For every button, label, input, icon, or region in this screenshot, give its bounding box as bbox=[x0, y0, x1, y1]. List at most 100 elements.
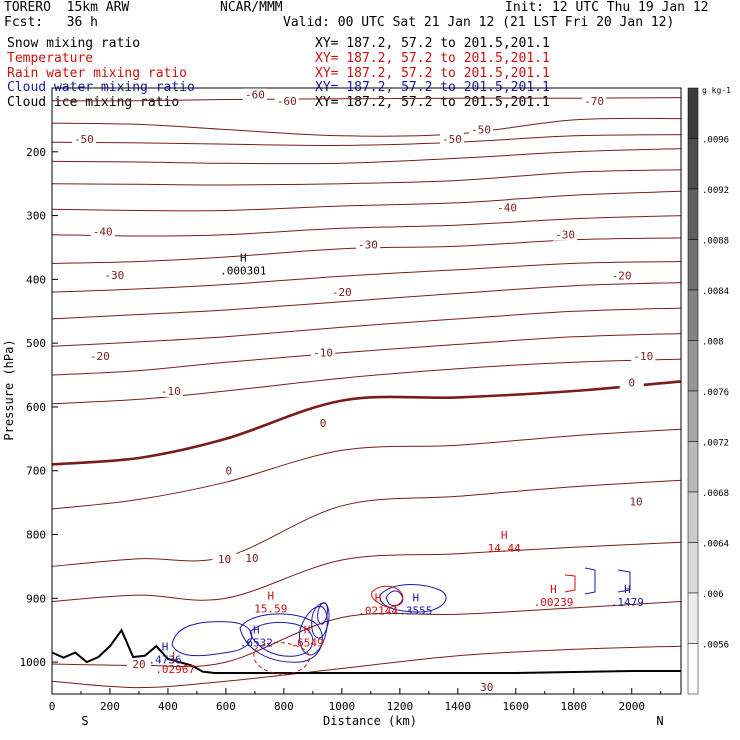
colorbar-swatch bbox=[687, 491, 699, 543]
terrain-line bbox=[52, 628, 681, 674]
extremum-symbol: H bbox=[624, 583, 631, 596]
extremum-value: .3555 bbox=[399, 604, 432, 617]
colorbar-unit: g kg-1 bbox=[702, 86, 731, 95]
isotherm-line bbox=[52, 261, 681, 293]
extremum-value: .1479 bbox=[611, 596, 644, 609]
contour-label-bg bbox=[87, 349, 112, 362]
y-tick-label: 900 bbox=[26, 592, 46, 605]
extremum-symbol: L bbox=[172, 650, 179, 663]
contour-label: 10 bbox=[218, 553, 231, 566]
colorbar-swatch bbox=[687, 87, 699, 139]
isotherm-line bbox=[52, 169, 681, 186]
contour-label: -20 bbox=[612, 270, 632, 283]
axis-ticks: 0 200 400 600 800 1000 1200 1400 1600 1800 2000200… bbox=[20, 146, 662, 713]
extremum-symbol: H bbox=[162, 641, 169, 654]
y-tick-label: 600 bbox=[26, 401, 46, 414]
contour-label: 10 bbox=[245, 552, 258, 565]
contour-label-bg bbox=[624, 495, 649, 508]
colorbar-tick-label: .0056 bbox=[702, 641, 729, 651]
contour-label-bg bbox=[212, 552, 237, 565]
contour-label: -30 bbox=[104, 269, 124, 282]
colorbar-tick-label: .0084 bbox=[702, 287, 729, 297]
field-xy-rain: XY= 187.2, 57.2 to 201.5,201.1 bbox=[315, 66, 550, 81]
colorbar-swatch bbox=[687, 138, 699, 190]
contour-label: 10 bbox=[629, 495, 642, 508]
y-tick-label: 500 bbox=[26, 337, 46, 350]
plot-frame bbox=[51, 87, 682, 695]
contour-labels: -70 -60 -60 -50 -50 -50 -40 -40 -30 -30 -30 -20 -20 -… bbox=[71, 88, 656, 694]
x-tick-label: 1000 bbox=[329, 700, 356, 713]
contour-label: -10 bbox=[633, 350, 653, 363]
contour-label: -40 bbox=[93, 226, 113, 239]
extremum-value: .00239 bbox=[534, 596, 574, 609]
contour-label-bg bbox=[216, 464, 241, 477]
contour-label-bg bbox=[582, 94, 607, 107]
extremum-value: 15.59 bbox=[254, 603, 287, 616]
extremum-value: .02144 bbox=[358, 604, 398, 617]
extremum-symbol: H bbox=[253, 623, 260, 636]
contour-label: 0 bbox=[226, 465, 233, 478]
extremum-value: 14.44 bbox=[488, 542, 521, 555]
extremum-symbol: H bbox=[240, 251, 247, 264]
colorbar-swatch bbox=[687, 239, 699, 291]
contour-label-bg bbox=[242, 88, 267, 101]
x-tick-label: 1600 bbox=[503, 700, 530, 713]
isotherm-line bbox=[52, 148, 681, 165]
colorbar-tick-label: .0096 bbox=[702, 136, 729, 146]
x-tick-label: 1200 bbox=[387, 700, 414, 713]
contour-label: 0 bbox=[628, 377, 635, 390]
contour-label: 30 bbox=[480, 681, 493, 694]
colorbar-tick-label: .0092 bbox=[702, 186, 729, 196]
extremum-symbol: H bbox=[375, 591, 382, 604]
isotherm-line bbox=[52, 479, 681, 567]
contour-label-bg bbox=[329, 286, 354, 299]
extremum-symbol: H bbox=[268, 590, 275, 603]
field-xy-snow: XY= 187.2, 57.2 to 201.5,201.1 bbox=[315, 36, 550, 51]
x-tick-label: 2000 bbox=[618, 700, 645, 713]
x-tick-label: 400 bbox=[158, 700, 178, 713]
isotherm-line bbox=[52, 282, 681, 320]
y-tick-label: 200 bbox=[26, 146, 46, 159]
y-axis-title: Pressure (hPa) bbox=[2, 339, 16, 440]
y-tick-label: 400 bbox=[26, 273, 46, 286]
contour-label: -70 bbox=[584, 95, 604, 108]
extremum-value: .6532 bbox=[240, 636, 273, 649]
extremum-value: .6549 bbox=[291, 636, 324, 649]
contour-label-bg bbox=[311, 416, 336, 429]
contour-label-bg bbox=[474, 680, 499, 693]
isotherm-line bbox=[52, 358, 681, 405]
terrain-surface bbox=[52, 628, 681, 674]
extremum-value: .4736 bbox=[148, 654, 181, 667]
isotherm-line bbox=[52, 541, 681, 602]
contour-label-bg bbox=[553, 228, 578, 241]
field-name-snow: Snow mixing ratio bbox=[7, 36, 141, 51]
y-tick-label: 1000 bbox=[20, 656, 47, 669]
model-title: TORERO 15km ARW bbox=[4, 0, 130, 15]
extremum-value: .000301 bbox=[220, 264, 266, 277]
colorbar-tick-label: .0088 bbox=[702, 237, 729, 247]
field-name-rain: Rain water mixing ratio bbox=[7, 66, 188, 81]
isotherm-line bbox=[52, 307, 681, 347]
x-axis-title: Distance (km) bbox=[323, 714, 417, 728]
isotherm-line bbox=[52, 380, 681, 466]
isotherm-lines bbox=[52, 97, 681, 689]
x-tick-label: 1400 bbox=[445, 700, 472, 713]
isotherm-line bbox=[52, 190, 681, 212]
x-tick-label: 200 bbox=[100, 700, 120, 713]
valid-time: Valid: 00 UTC Sat 21 Jan 12 (21 LST Fri … bbox=[283, 15, 675, 30]
x-tick-label: 0 bbox=[49, 700, 56, 713]
contour-label: -30 bbox=[358, 238, 378, 251]
contour-label-bg bbox=[311, 346, 336, 359]
colorbar-tick-label: .0068 bbox=[702, 489, 729, 499]
colorbar-tick-label: .0072 bbox=[702, 439, 729, 449]
hydrometeor-contours bbox=[171, 567, 631, 675]
contour-label-bg bbox=[240, 552, 265, 565]
contour-label: -30 bbox=[555, 229, 575, 242]
colorbar-tick-label: .006 bbox=[702, 590, 724, 600]
colorbar-swatch bbox=[687, 390, 699, 442]
north-label: N bbox=[656, 714, 663, 728]
contour-label-bg bbox=[619, 376, 644, 389]
isotherm-line bbox=[52, 134, 681, 146]
colorbar-tick-label: .0076 bbox=[702, 388, 729, 398]
contour-label-bg bbox=[609, 269, 634, 282]
